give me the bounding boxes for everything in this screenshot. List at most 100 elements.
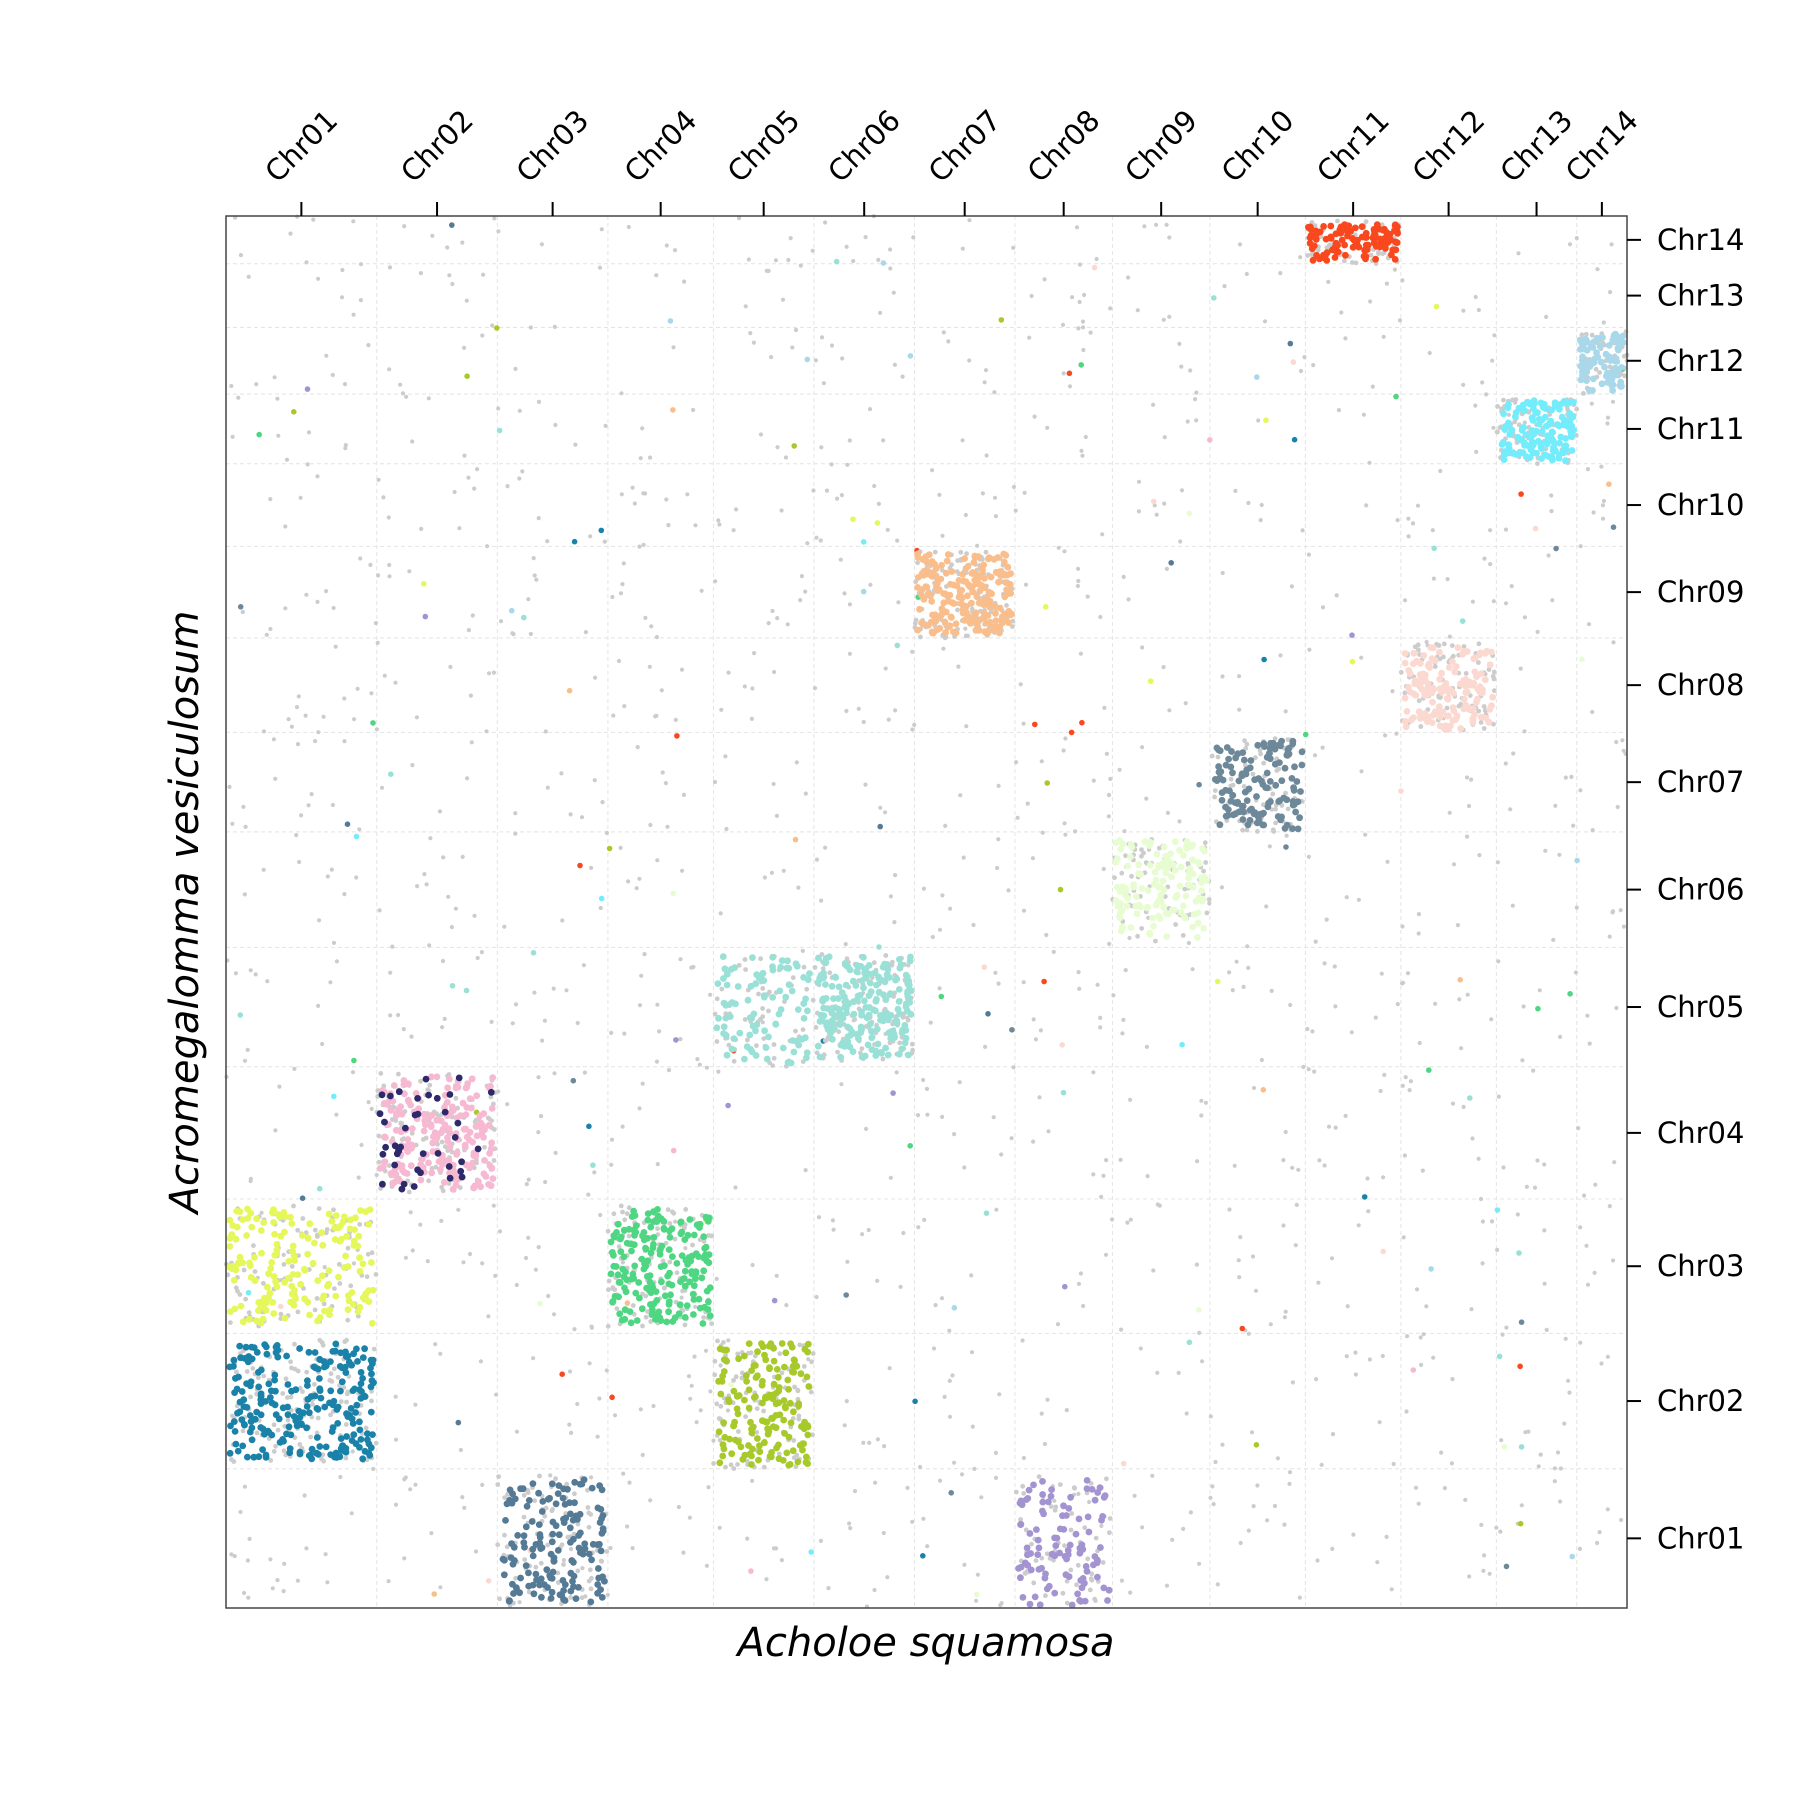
data-point bbox=[248, 1394, 254, 1400]
data-point bbox=[1017, 1563, 1025, 1571]
data-point bbox=[1290, 1380, 1295, 1385]
data-point bbox=[1395, 1002, 1400, 1007]
data-point bbox=[916, 605, 923, 613]
data-point bbox=[892, 362, 898, 367]
data-point bbox=[1106, 792, 1112, 798]
data-point bbox=[1104, 1158, 1109, 1163]
data-point bbox=[695, 1253, 702, 1260]
data-point bbox=[1032, 721, 1038, 728]
data-point bbox=[553, 1476, 558, 1482]
data-point bbox=[306, 430, 312, 435]
data-point bbox=[258, 1249, 265, 1257]
data-point bbox=[268, 1399, 276, 1407]
data-point bbox=[827, 1030, 834, 1037]
data-point bbox=[521, 1543, 528, 1551]
data-point bbox=[776, 1411, 784, 1419]
data-point bbox=[1281, 764, 1289, 772]
data-point bbox=[1256, 418, 1261, 423]
data-point bbox=[627, 1480, 632, 1485]
data-point bbox=[455, 1419, 462, 1426]
data-point bbox=[778, 1340, 786, 1347]
data-point bbox=[667, 318, 674, 324]
data-point bbox=[456, 1207, 461, 1212]
data-point bbox=[1309, 256, 1317, 264]
data-point bbox=[766, 1008, 771, 1014]
data-point bbox=[634, 886, 639, 891]
data-point bbox=[937, 927, 943, 932]
data-point bbox=[706, 1312, 714, 1320]
data-point bbox=[1524, 1184, 1529, 1189]
data-point bbox=[967, 358, 972, 363]
data-point bbox=[700, 1267, 708, 1275]
data-point bbox=[1392, 238, 1399, 246]
data-point bbox=[763, 1055, 771, 1063]
data-point bbox=[371, 1466, 376, 1472]
data-point bbox=[1469, 1307, 1474, 1312]
data-point bbox=[316, 1443, 324, 1450]
data-point bbox=[1476, 641, 1482, 647]
data-point bbox=[371, 1346, 377, 1352]
data-point bbox=[868, 582, 873, 587]
data-point bbox=[1212, 794, 1217, 800]
data-point bbox=[236, 395, 241, 400]
data-point bbox=[488, 1094, 494, 1100]
data-point bbox=[1402, 1153, 1407, 1158]
data-point bbox=[387, 265, 393, 270]
data-point bbox=[233, 1285, 239, 1291]
data-point bbox=[1080, 453, 1085, 458]
data-point bbox=[377, 908, 382, 913]
data-point bbox=[865, 992, 873, 999]
data-point bbox=[1214, 978, 1221, 985]
data-point bbox=[605, 1592, 610, 1597]
data-point bbox=[561, 1501, 569, 1508]
data-point bbox=[1436, 722, 1444, 730]
data-point bbox=[315, 1415, 321, 1421]
data-point bbox=[775, 1384, 783, 1391]
data-point bbox=[1407, 1088, 1412, 1093]
data-point bbox=[796, 885, 801, 890]
data-point bbox=[400, 391, 406, 396]
data-point bbox=[1163, 933, 1171, 941]
data-point bbox=[598, 1530, 606, 1537]
data-point bbox=[1552, 1479, 1557, 1484]
data-point bbox=[794, 1458, 802, 1466]
data-point bbox=[1517, 1363, 1523, 1370]
data-point bbox=[359, 1455, 367, 1463]
data-point bbox=[1312, 223, 1318, 229]
data-point bbox=[748, 1461, 755, 1468]
data-point bbox=[1020, 1338, 1025, 1343]
data-point bbox=[1356, 1223, 1361, 1228]
data-point bbox=[287, 1298, 294, 1306]
data-point bbox=[433, 1164, 439, 1170]
data-point bbox=[1065, 1573, 1073, 1580]
data-point bbox=[240, 1403, 248, 1410]
data-point bbox=[720, 1419, 727, 1427]
data-point bbox=[289, 1264, 295, 1269]
data-point bbox=[783, 455, 789, 460]
data-point bbox=[1035, 1566, 1043, 1573]
data-point bbox=[972, 626, 980, 634]
data-point bbox=[1345, 1304, 1350, 1309]
data-point bbox=[894, 1005, 902, 1013]
data-point bbox=[676, 1504, 682, 1510]
data-point bbox=[393, 1109, 400, 1117]
data-point bbox=[842, 981, 850, 989]
data-point bbox=[1102, 705, 1107, 711]
data-point bbox=[942, 629, 949, 637]
data-point bbox=[1552, 1466, 1557, 1471]
data-point bbox=[312, 1227, 318, 1233]
data-point bbox=[1068, 1601, 1076, 1609]
data-point bbox=[237, 1012, 244, 1018]
data-point bbox=[1094, 1573, 1101, 1581]
data-point bbox=[913, 579, 919, 585]
data-point bbox=[1078, 362, 1084, 368]
data-point bbox=[895, 538, 900, 543]
data-point bbox=[1213, 1459, 1218, 1465]
data-point bbox=[295, 1227, 301, 1233]
data-point bbox=[633, 1317, 641, 1324]
data-point bbox=[296, 1450, 304, 1458]
data-point bbox=[1083, 434, 1088, 440]
data-point bbox=[1206, 897, 1212, 902]
data-point bbox=[1438, 669, 1445, 677]
data-point bbox=[1273, 820, 1278, 826]
